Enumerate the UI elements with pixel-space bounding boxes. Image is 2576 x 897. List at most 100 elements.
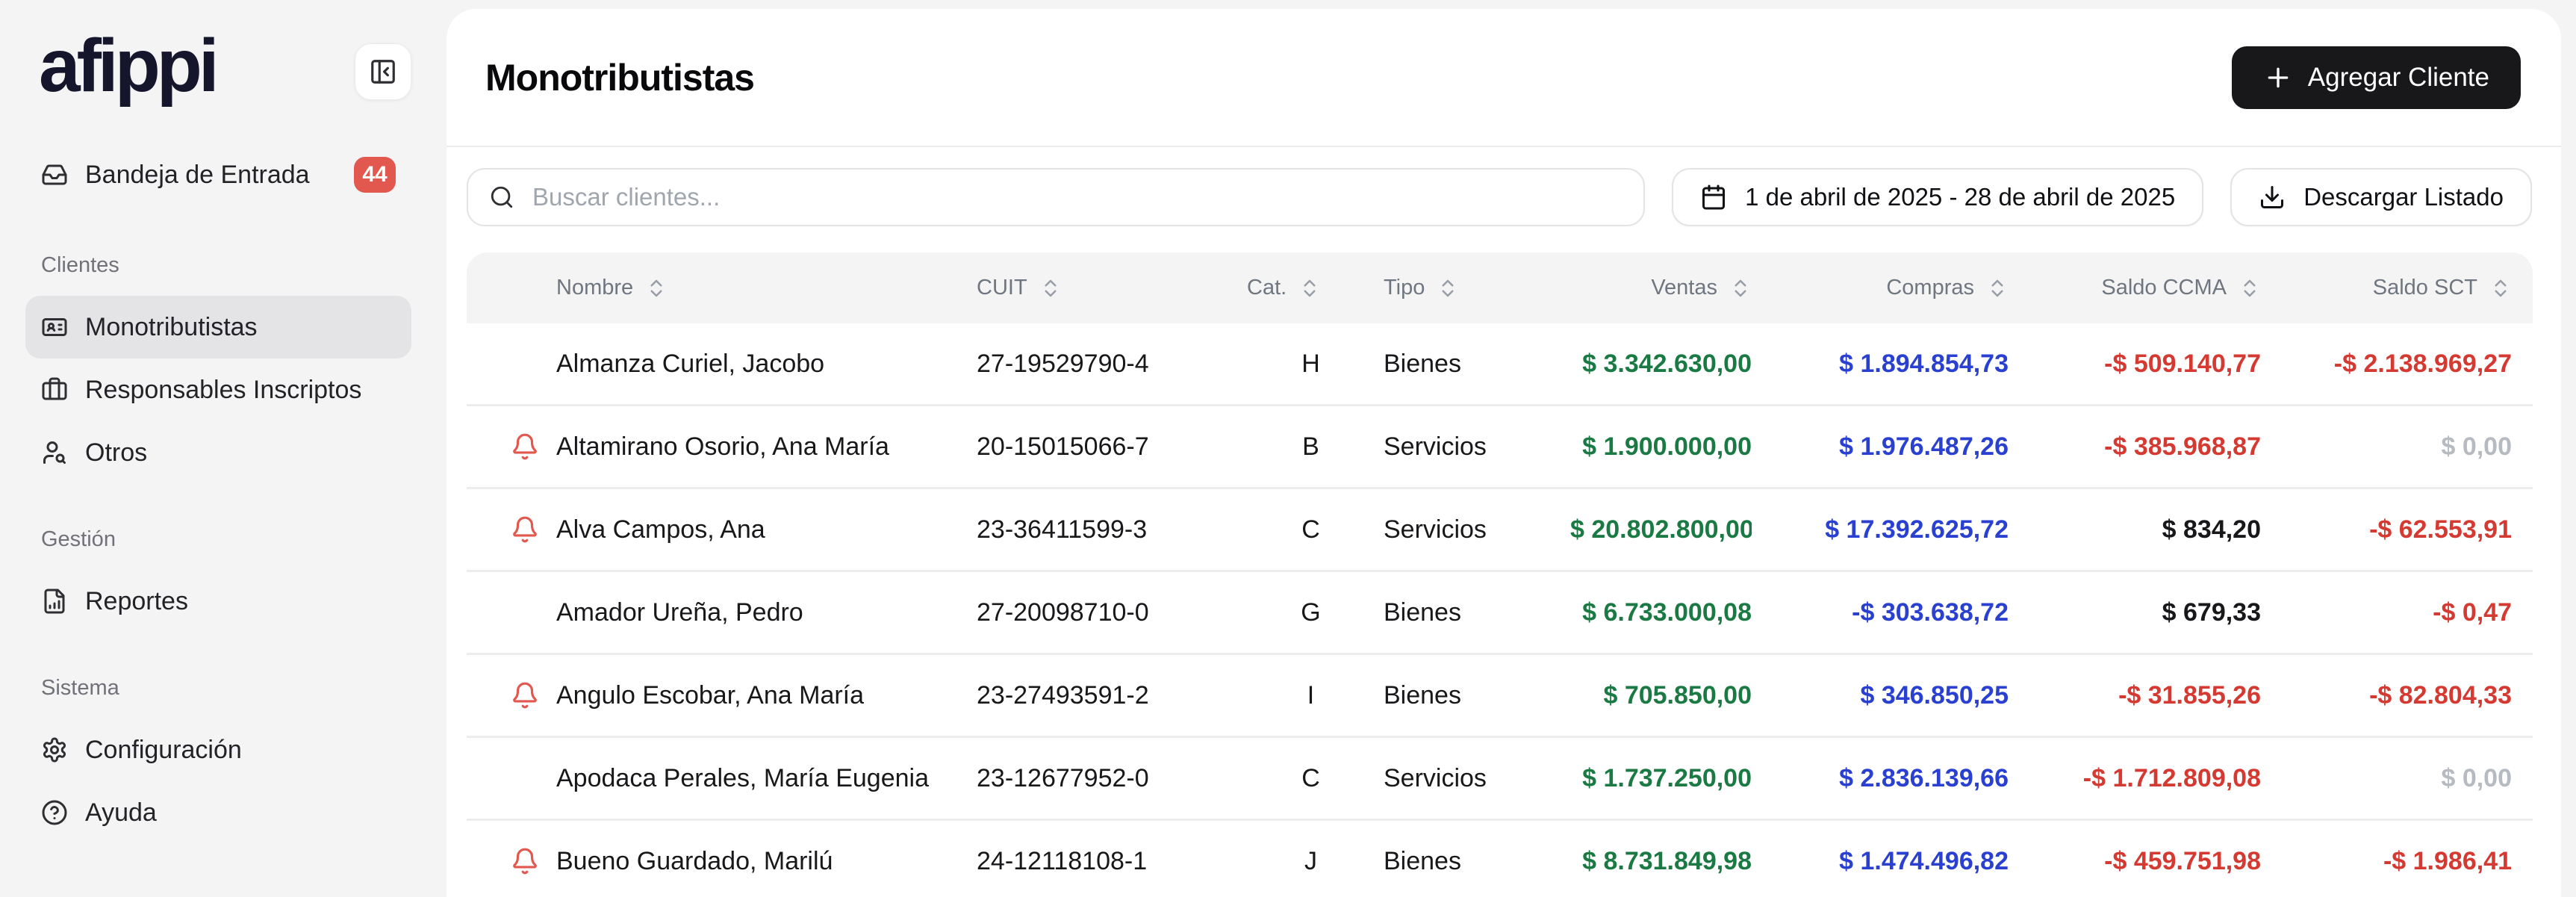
panel-left-close-icon [369, 58, 397, 86]
download-icon [2259, 184, 2286, 211]
sidebar-item-configuraci-n[interactable]: Configuración [25, 718, 411, 781]
cell-cuit: 23-27493591-2 [977, 680, 1149, 710]
sidebar-section-label: Gestión [41, 527, 116, 551]
table-row[interactable]: Almanza Curiel, Jacobo 27-19529790-4 H B… [467, 323, 2533, 406]
cell-tipo: Bienes [1384, 349, 1461, 378]
inbox-icon [41, 161, 68, 188]
cell-nombre: Altamirano Osorio, Ana María [556, 432, 889, 461]
cell-tipo: Servicios [1384, 515, 1487, 544]
cell-nombre: Almanza Curiel, Jacobo [556, 349, 825, 378]
sort-chevrons-icon [1298, 277, 1321, 299]
cell-saldo-sct: -$ 62.553,91 [2369, 515, 2512, 544]
alert-bell-icon [494, 432, 556, 461]
briefcase-icon [41, 376, 68, 403]
table-row[interactable]: Alva Campos, Ana 23-36411599-3 C Servici… [467, 489, 2533, 572]
cell-nombre: Bueno Guardado, Marilú [556, 846, 833, 875]
cell-saldo-sct: -$ 0,47 [2433, 598, 2512, 627]
app-logo: afippi [39, 24, 220, 108]
column-header-nombre[interactable]: Nombre [556, 276, 977, 300]
cell-saldo-ccma: $ 679,33 [2162, 598, 2261, 627]
table-body: Almanza Curiel, Jacobo 27-19529790-4 H B… [467, 323, 2533, 897]
cell-saldo-sct: $ 0,00 [2441, 432, 2512, 461]
table-row[interactable]: Bueno Guardado, Marilú 24-12118108-1 J B… [467, 821, 2533, 897]
cell-saldo-ccma: $ 834,20 [2162, 515, 2261, 544]
cell-ventas: $ 8.731.849,98 [1582, 846, 1752, 875]
date-range-label: 1 de abril de 2025 - 28 de abril de 2025 [1745, 183, 2176, 211]
cell-cuit: 23-12677952-0 [977, 763, 1149, 792]
cell-ventas: $ 1.900.000,00 [1582, 432, 1752, 461]
page-title: Monotributistas [485, 56, 755, 99]
download-list-label: Descargar Listado [2303, 183, 2504, 211]
sort-chevrons-icon [1986, 277, 2009, 299]
search-icon [489, 184, 514, 210]
cell-cuit: 23-36411599-3 [977, 515, 1148, 544]
sidebar-item-inbox[interactable]: Bandeja de Entrada 44 [25, 150, 411, 199]
sidebar-item-otros[interactable]: Otros [25, 421, 411, 484]
column-header-compras[interactable]: Compras [1752, 276, 2009, 300]
table-row[interactable]: Angulo Escobar, Ana María 23-27493591-2 … [467, 655, 2533, 738]
cell-tipo: Bienes [1384, 598, 1461, 627]
page-header: Monotributistas Agregar Cliente [447, 9, 2561, 147]
sidebar-item-responsables-inscriptos[interactable]: Responsables Inscriptos [25, 359, 411, 421]
column-header-tipo[interactable]: Tipo [1384, 276, 1570, 300]
main-content-card: Monotributistas Agregar Cliente 1 de abr… [447, 9, 2561, 897]
cell-saldo-ccma: -$ 385.968,87 [2104, 432, 2261, 461]
sidebar-section-items: Monotributistas Responsables Inscriptos … [25, 296, 411, 484]
table-row[interactable]: Altamirano Osorio, Ana María 20-15015066… [467, 406, 2533, 489]
sidebar-item-monotributistas[interactable]: Monotributistas [25, 296, 411, 359]
cell-cat: J [1304, 846, 1317, 875]
column-header-saldo-sct[interactable]: Saldo SCT [2261, 276, 2512, 300]
cell-cat: G [1301, 598, 1321, 627]
sidebar-item-ayuda[interactable]: Ayuda [25, 781, 411, 844]
sidebar: afippi Bandeja de Entrada 44 Clientes Mo… [0, 0, 447, 897]
cell-compras: -$ 303.638,72 [1852, 598, 2009, 627]
sort-chevrons-icon [2489, 277, 2512, 299]
cell-compras: $ 1.894.854,73 [1839, 349, 2009, 378]
sidebar-section-items: Reportes [25, 570, 411, 633]
cell-compras: $ 17.392.625,72 [1825, 515, 2009, 544]
add-client-button[interactable]: Agregar Cliente [2231, 46, 2521, 109]
alert-bell-icon [494, 515, 556, 544]
download-list-button[interactable]: Descargar Listado [2230, 168, 2532, 226]
table-row[interactable]: Amador Ureña, Pedro 27-20098710-0 G Bien… [467, 572, 2533, 655]
sort-chevrons-icon [1437, 277, 1459, 299]
column-header-cat[interactable]: Cat. [1238, 276, 1384, 300]
toolbar: 1 de abril de 2025 - 28 de abril de 2025… [467, 168, 2532, 226]
date-range-button[interactable]: 1 de abril de 2025 - 28 de abril de 2025 [1672, 168, 2204, 226]
cell-ventas: $ 20.802.800,00 [1570, 515, 1752, 544]
table-header-row: Nombre CUIT Cat. Tipo Ventas Compras Sal… [467, 252, 2533, 323]
search-box [467, 168, 1646, 226]
cell-cat: C [1301, 763, 1320, 792]
column-header-saldo-ccma[interactable]: Saldo CCMA [2009, 276, 2261, 300]
sort-chevrons-icon [1729, 277, 1752, 299]
calendar-icon [1700, 184, 1727, 211]
search-input[interactable] [531, 182, 1623, 212]
sidebar-header: afippi [25, 27, 411, 105]
inbox-label: Bandeja de Entrada [85, 160, 310, 189]
cell-compras: $ 1.474.496,82 [1839, 846, 2009, 875]
cell-tipo: Servicios [1384, 432, 1487, 461]
cell-cat: H [1301, 349, 1320, 378]
cell-saldo-sct: -$ 82.804,33 [2369, 680, 2512, 710]
cell-saldo-ccma: -$ 509.140,77 [2104, 349, 2261, 378]
column-header-cuit[interactable]: CUIT [977, 276, 1238, 300]
cell-saldo-ccma: -$ 459.751,98 [2104, 846, 2261, 875]
clients-table: Nombre CUIT Cat. Tipo Ventas Compras Sal… [467, 252, 2533, 897]
cell-compras: $ 1.976.487,26 [1839, 432, 2009, 461]
column-header-ventas[interactable]: Ventas [1570, 276, 1752, 300]
sidebar-item-reportes[interactable]: Reportes [25, 570, 411, 633]
table-row[interactable]: Apodaca Perales, María Eugenia 23-126779… [467, 738, 2533, 821]
cell-cuit: 20-15015066-7 [977, 432, 1149, 461]
cell-saldo-ccma: -$ 1.712.809,08 [2082, 763, 2261, 792]
sidebar-sections: Clientes Monotributistas Responsables In… [25, 253, 411, 844]
alert-bell-icon [494, 681, 556, 710]
sort-chevrons-icon [1039, 277, 1062, 299]
cell-cuit: 27-20098710-0 [977, 598, 1149, 627]
cell-saldo-sct: -$ 2.138.969,27 [2333, 349, 2512, 378]
cell-nombre: Amador Ureña, Pedro [556, 598, 803, 627]
sidebar-collapse-button[interactable] [355, 43, 411, 100]
sidebar-section-label: Sistema [41, 676, 119, 700]
cell-cat: B [1302, 432, 1319, 461]
plus-icon [2263, 63, 2293, 93]
